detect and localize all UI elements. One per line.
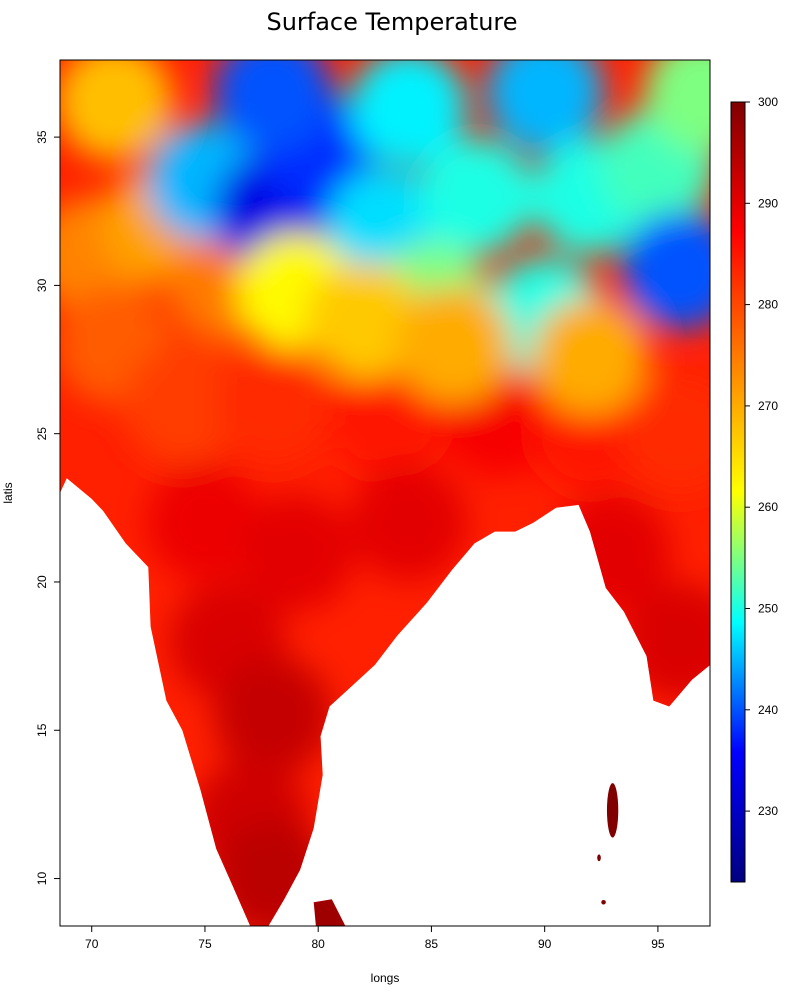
temperature-cell bbox=[214, 60, 332, 152]
temperature-cell bbox=[304, 262, 423, 380]
y-tick-label: 25 bbox=[35, 427, 49, 441]
x-tick-label: 75 bbox=[198, 937, 212, 951]
x-tick-label: 80 bbox=[312, 937, 326, 951]
temperature-cell bbox=[327, 359, 446, 478]
y-axis: 10 15 20 25 30 35 bbox=[35, 130, 60, 885]
colorbar-tick-label: 250 bbox=[758, 601, 778, 615]
colorbar-tick-label: 230 bbox=[758, 804, 778, 818]
x-axis-label: longs bbox=[371, 971, 400, 985]
colorbar: 230 240 250 260 270 280 290 300 bbox=[730, 95, 778, 883]
offshore-land bbox=[313, 783, 619, 926]
temperature-cell bbox=[214, 345, 332, 463]
chart-title: Surface Temperature bbox=[266, 8, 518, 36]
temperature-cell bbox=[485, 60, 604, 152]
colorbar-tick-label: 260 bbox=[758, 500, 778, 514]
temperature-cell bbox=[417, 137, 536, 256]
y-tick-label: 30 bbox=[35, 278, 49, 292]
temperature-cell bbox=[60, 60, 174, 161]
colorbar-scale bbox=[730, 101, 746, 883]
temperature-cell bbox=[395, 285, 513, 404]
y-tick-label: 35 bbox=[35, 130, 49, 144]
temperature-cell bbox=[531, 297, 649, 416]
colorbar-tick-label: 270 bbox=[758, 399, 778, 413]
x-tick-label: 95 bbox=[651, 937, 665, 951]
island bbox=[597, 854, 601, 862]
temperature-cell bbox=[621, 582, 710, 701]
colorbar-tick-label: 280 bbox=[758, 298, 778, 312]
sri-lanka-land bbox=[313, 899, 346, 926]
temperature-cell bbox=[146, 463, 264, 582]
y-tick-label: 10 bbox=[35, 872, 49, 886]
temperature-map bbox=[60, 60, 710, 926]
y-axis-label: latis bbox=[1, 482, 15, 503]
temperature-cell bbox=[349, 463, 468, 582]
island bbox=[606, 783, 619, 838]
colorbar-tick-label: 300 bbox=[758, 95, 778, 109]
temperature-cell bbox=[644, 60, 710, 152]
y-tick-label: 15 bbox=[35, 723, 49, 737]
colorbar-tick-label: 240 bbox=[758, 703, 778, 717]
plot-frame bbox=[59, 59, 711, 927]
x-tick-label: 90 bbox=[538, 937, 552, 951]
island bbox=[601, 900, 606, 905]
temperature-cell bbox=[214, 656, 332, 775]
temperature-cell bbox=[123, 345, 242, 463]
temperature-cell bbox=[621, 211, 710, 330]
temperature-cell bbox=[236, 493, 355, 612]
colorbar-tick-label: 290 bbox=[758, 196, 778, 210]
colorbar-ticks: 230 240 250 260 270 280 290 300 bbox=[745, 95, 778, 818]
temperature-cell bbox=[349, 60, 468, 167]
x-tick-label: 70 bbox=[85, 937, 99, 951]
x-tick-label: 85 bbox=[425, 937, 439, 951]
temperature-field bbox=[60, 60, 710, 926]
temperature-cell bbox=[621, 374, 710, 493]
x-axis: 70 75 80 85 90 95 bbox=[85, 926, 665, 951]
y-tick-label: 20 bbox=[35, 575, 49, 589]
